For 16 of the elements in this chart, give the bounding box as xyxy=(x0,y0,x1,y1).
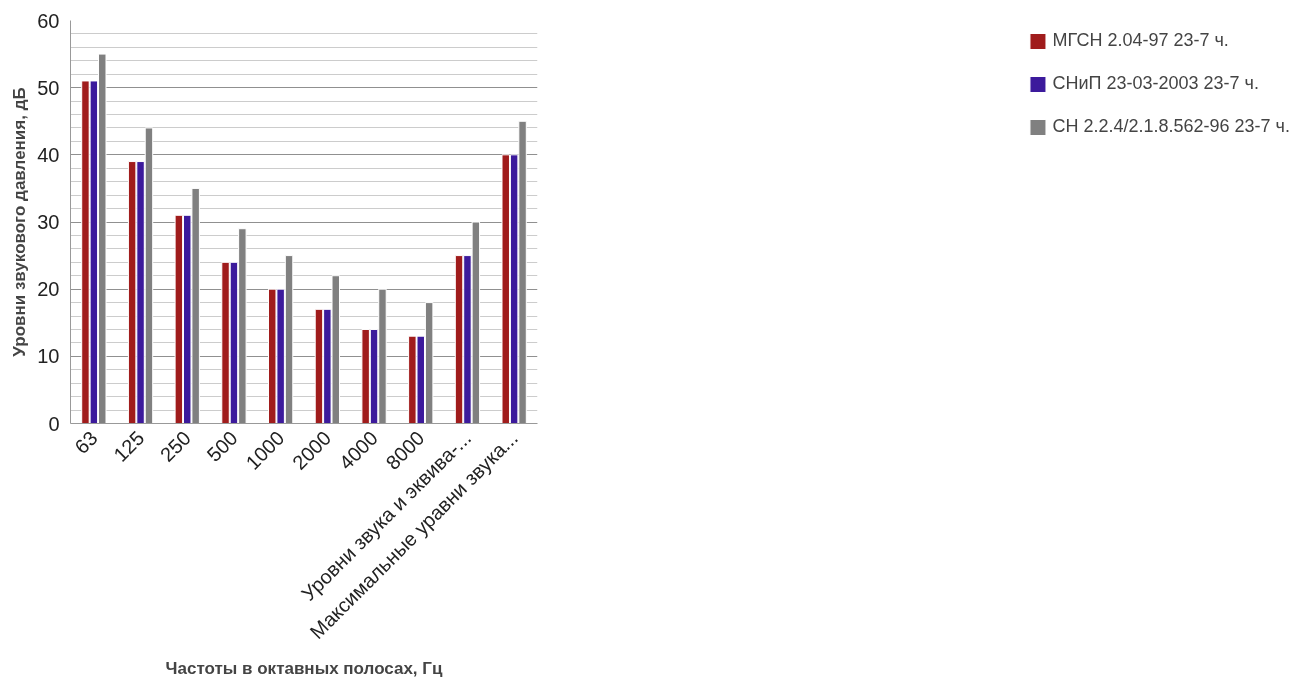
x-tick-label: 125 xyxy=(109,426,149,466)
x-tick-label: 250 xyxy=(155,426,196,466)
y-tick-label: 30 xyxy=(37,211,60,233)
y-tick-label: 10 xyxy=(37,345,60,368)
y-tick-label: 20 xyxy=(37,278,60,301)
x-tick-label: 63 xyxy=(70,426,102,459)
y-axis-title: Уровни звукового давления, дБ xyxy=(10,87,30,357)
y-tick-label: 0 xyxy=(48,412,60,435)
legend-label: СН 2.2.4/2.1.8.562-96 23-7 ч. xyxy=(1052,116,1290,137)
legend-label: СНиП 23-03-2003 23-7 ч. xyxy=(1052,73,1259,94)
legend-label: МГСН 2.04-97 23-7 ч. xyxy=(1052,30,1229,51)
x-tick-label: 500 xyxy=(202,426,242,466)
y-tick-label: 50 xyxy=(37,76,60,99)
x-axis-title: Частоты в октавных полосах, Гц xyxy=(165,658,443,678)
y-tick-label: 60 xyxy=(37,9,60,32)
y-tick-label: 40 xyxy=(37,143,60,166)
